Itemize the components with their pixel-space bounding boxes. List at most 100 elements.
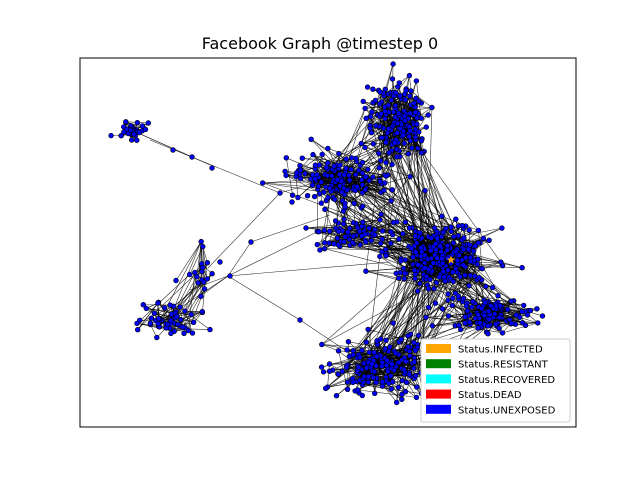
graph-node — [520, 265, 525, 270]
graph-node — [156, 321, 161, 326]
graph-node — [336, 229, 341, 234]
graph-node — [389, 387, 394, 392]
graph-node — [446, 298, 451, 303]
graph-node — [430, 105, 435, 110]
graph-node — [441, 269, 446, 274]
graph-node — [152, 311, 157, 316]
graph-node — [446, 292, 451, 297]
graph-node — [365, 167, 370, 172]
graph-node — [403, 118, 408, 123]
graph-node — [349, 167, 354, 172]
graph-node — [402, 367, 407, 372]
graph-node — [201, 280, 206, 285]
graph-node — [433, 301, 438, 306]
graph-node — [135, 321, 140, 326]
graph-node — [364, 366, 369, 371]
graph-node — [396, 385, 401, 390]
graph-node — [337, 172, 342, 177]
graph-node — [312, 194, 317, 199]
graph-node — [465, 308, 470, 313]
graph-node — [346, 230, 351, 235]
graph-node — [336, 348, 341, 353]
graph-node — [394, 271, 399, 276]
graph-node — [391, 220, 396, 225]
graph-node — [411, 255, 416, 260]
graph-node — [535, 306, 540, 311]
graph-node — [540, 314, 545, 319]
graph-node — [461, 296, 466, 301]
graph-node — [336, 242, 341, 247]
graph-node — [169, 318, 174, 323]
graph-node — [168, 303, 173, 308]
graph-node — [393, 351, 398, 356]
graph-node — [128, 128, 133, 133]
graph-node — [451, 234, 456, 239]
legend: Status.INFECTED Status.RESISTANT Status.RE… — [421, 339, 570, 422]
graph-node — [449, 225, 454, 230]
graph-node — [386, 103, 391, 108]
graph-node — [458, 275, 463, 280]
graph-node — [471, 249, 476, 254]
graph-node — [318, 248, 323, 253]
graph-node — [467, 243, 472, 248]
graph-node — [325, 173, 330, 178]
graph-node — [393, 103, 398, 108]
graph-node — [389, 199, 394, 204]
graph-node — [367, 226, 372, 231]
graph-node — [396, 276, 401, 281]
graph-node — [466, 247, 471, 252]
graph-node — [313, 163, 318, 168]
graph-node — [319, 201, 324, 206]
graph-node — [384, 253, 389, 258]
graph-node — [394, 147, 399, 152]
graph-node — [298, 176, 303, 181]
graph-node — [386, 369, 391, 374]
figure-title: Facebook Graph @timestep 0 — [202, 34, 438, 53]
legend-swatch — [426, 390, 451, 399]
graph-node — [461, 263, 466, 268]
graph-node — [451, 279, 456, 284]
graph-node — [370, 362, 375, 367]
graph-node — [190, 155, 195, 160]
graph-node — [395, 121, 400, 126]
graph-node — [416, 99, 421, 104]
graph-node — [380, 229, 385, 234]
graph-node — [296, 195, 301, 200]
graph-node — [456, 224, 461, 229]
graph-node — [396, 111, 401, 116]
graph-node — [303, 171, 308, 176]
graph-node — [412, 360, 417, 365]
graph-node — [455, 258, 460, 263]
graph-node — [372, 369, 377, 374]
graph-node — [309, 137, 314, 142]
graph-node — [333, 218, 338, 223]
graph-node — [183, 309, 188, 314]
graph-node — [401, 266, 406, 271]
graph-node — [402, 271, 407, 276]
graph-node — [388, 374, 393, 379]
graph-node — [119, 133, 124, 138]
graph-node — [327, 369, 332, 374]
graph-node — [338, 163, 343, 168]
graph-node — [453, 217, 458, 222]
graph-node — [343, 235, 348, 240]
graph-node — [463, 321, 468, 326]
graph-node — [395, 131, 400, 136]
graph-node — [359, 224, 364, 229]
graph-node — [439, 214, 444, 219]
graph-node — [480, 266, 485, 271]
graph-node — [332, 197, 337, 202]
graph-node — [520, 309, 525, 314]
graph-node — [416, 262, 421, 267]
graph-node — [432, 286, 437, 291]
graph-node — [140, 124, 145, 129]
graph-node — [162, 305, 167, 310]
graph-node — [403, 220, 408, 225]
graph-node — [488, 303, 493, 308]
graph-node — [523, 323, 528, 328]
graph-node — [424, 125, 429, 130]
graph-node — [350, 240, 355, 245]
graph-node — [407, 73, 412, 78]
graph-node — [422, 253, 427, 258]
